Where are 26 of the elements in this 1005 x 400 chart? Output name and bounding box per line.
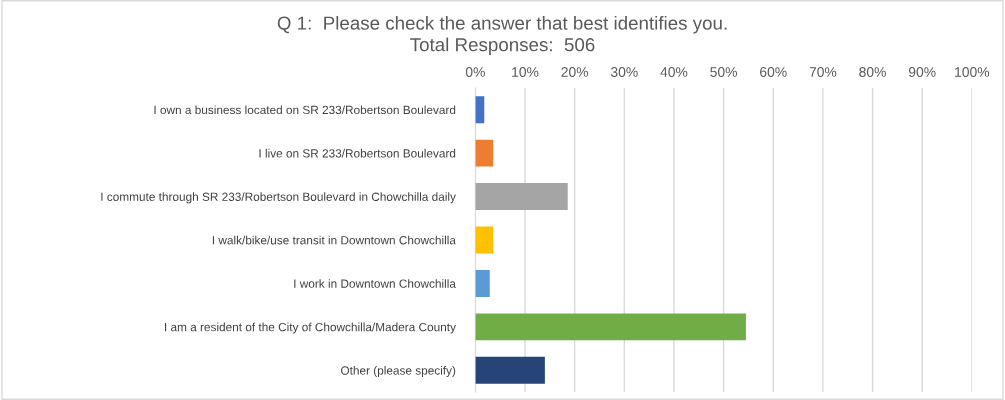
bar — [475, 183, 568, 211]
x-tick-label: 60% — [760, 67, 787, 77]
y-tick-label: I live on SR 233/Robertson Boulevard — [259, 148, 456, 158]
bar — [475, 269, 490, 297]
bar — [475, 226, 494, 254]
bar — [475, 139, 494, 167]
x-tick-label: 100% — [955, 67, 990, 77]
x-tick-label: 90% — [908, 67, 936, 77]
x-tick-label: 80% — [859, 67, 886, 77]
bar — [475, 313, 746, 341]
x-tick-label: 0% — [465, 67, 485, 77]
x-tick-label: 50% — [710, 67, 738, 77]
y-tick-label: Other (please specify) — [341, 366, 456, 378]
bar — [475, 96, 485, 124]
x-tick-label: 40% — [660, 67, 688, 77]
x-tick-label: 70% — [809, 67, 837, 77]
chart-title: Q 1: Please check the answer that best identifies you. Total Responses: 506 — [277, 16, 727, 56]
y-tick-label: I walk/bike/use transit in Downtown Chowchilla — [212, 235, 456, 245]
x-tick-label: 10% — [512, 67, 539, 77]
x-tick-label: 20% — [561, 67, 589, 77]
y-tick-label: I am a resident of the City of Chowchilla/Madera County — [165, 322, 456, 334]
x-tick-label: 30% — [610, 67, 638, 77]
y-tick-label: I work in Downtown Chowchilla — [294, 279, 456, 288]
y-tick-label: I commute through SR 233/Robertson Boulevard in Chowchilla daily — [101, 192, 456, 204]
bar — [475, 356, 545, 384]
y-tick-label: I own a business located on SR 233/Robertson Boulevard — [154, 105, 456, 115]
